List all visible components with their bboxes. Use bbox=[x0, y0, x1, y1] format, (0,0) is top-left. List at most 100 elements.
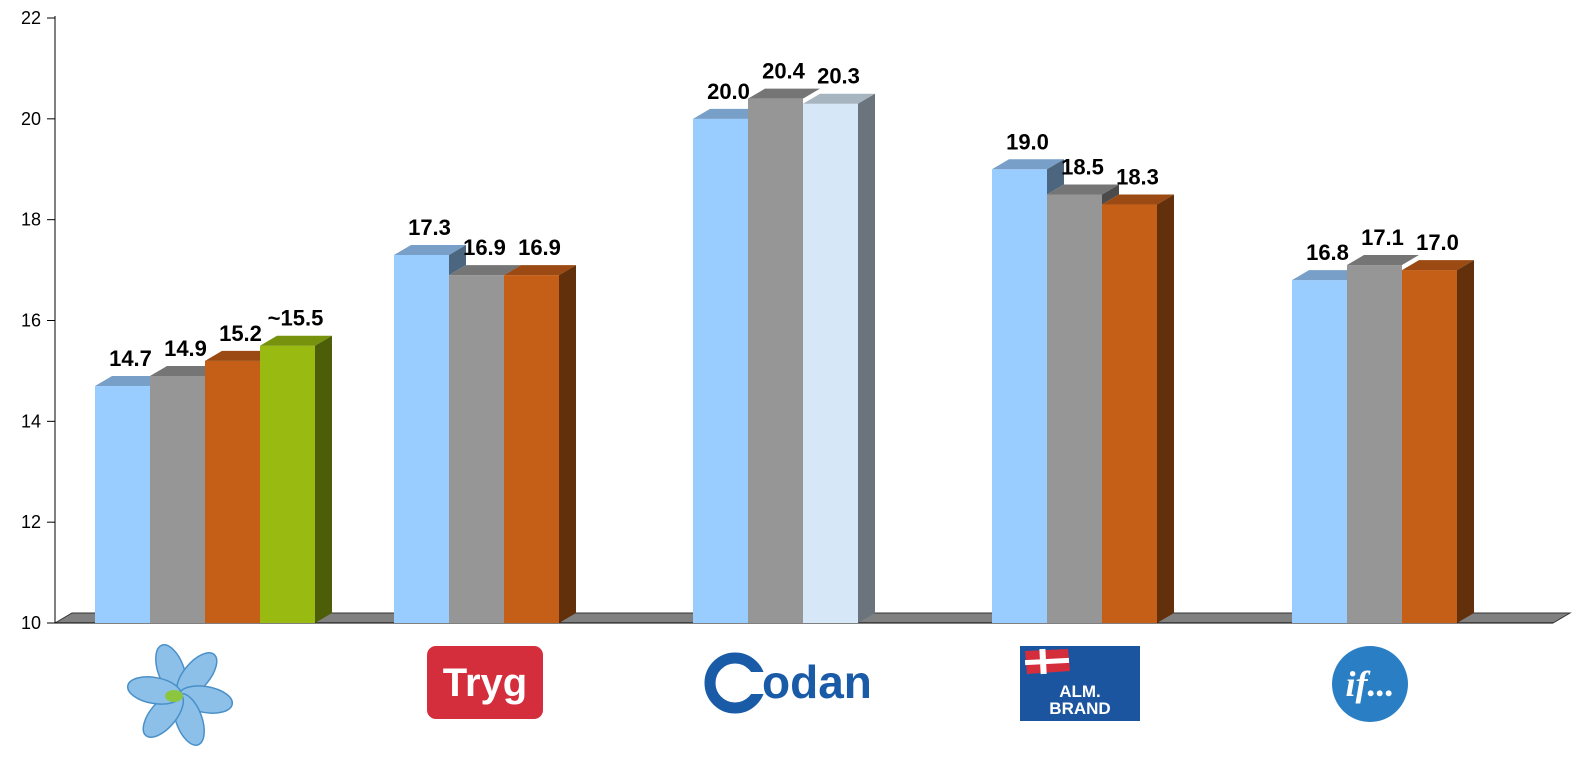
bar bbox=[1102, 194, 1174, 623]
y-tick-label: 18 bbox=[21, 210, 41, 230]
y-tick-label: 20 bbox=[21, 109, 41, 129]
bar-front bbox=[95, 386, 150, 623]
bar bbox=[394, 244, 466, 624]
bar bbox=[1402, 260, 1474, 623]
bar-top bbox=[394, 244, 466, 255]
bar-group bbox=[95, 335, 332, 623]
bar-front bbox=[748, 98, 803, 623]
tryg-logo-bg bbox=[427, 646, 543, 719]
bar-top bbox=[1347, 255, 1419, 266]
bar-top bbox=[1402, 260, 1474, 271]
flag-cross-h bbox=[1024, 657, 1070, 666]
bar bbox=[1347, 255, 1419, 623]
bar-front bbox=[150, 375, 205, 623]
bar-front bbox=[992, 169, 1047, 623]
data-label: 16.8 bbox=[1306, 240, 1349, 265]
bar bbox=[504, 265, 576, 623]
data-label: 17.0 bbox=[1416, 230, 1459, 255]
flower-logo bbox=[126, 644, 234, 746]
bar-top bbox=[449, 265, 521, 276]
data-label: ~15.5 bbox=[268, 306, 324, 331]
bar-front bbox=[1347, 265, 1402, 623]
bar bbox=[803, 93, 875, 624]
bar-top bbox=[95, 376, 167, 387]
bar-front bbox=[693, 118, 748, 623]
y-tick-label: 10 bbox=[21, 613, 41, 633]
codan-logo-text: odan bbox=[762, 656, 872, 708]
tryg-logo: Tryg bbox=[427, 646, 543, 719]
if-logo-circle bbox=[1332, 646, 1408, 722]
bar-top bbox=[693, 108, 765, 119]
if-logo-text: if... bbox=[1346, 664, 1395, 704]
bar bbox=[95, 376, 167, 623]
data-label: 14.9 bbox=[164, 336, 207, 361]
tryg-logo-text: Tryg bbox=[443, 661, 527, 705]
bar bbox=[205, 350, 277, 623]
y-tick-label: 14 bbox=[21, 411, 41, 431]
bar-side bbox=[315, 335, 332, 623]
bar-front bbox=[1047, 194, 1102, 624]
data-label: 18.5 bbox=[1061, 154, 1104, 179]
bar-side bbox=[559, 265, 576, 623]
y-tick-label: 16 bbox=[21, 311, 41, 331]
bar-front bbox=[205, 360, 260, 623]
bar-front bbox=[1402, 270, 1457, 623]
bar bbox=[992, 159, 1064, 623]
bar bbox=[1292, 270, 1364, 623]
alm-brand-text-2: BRAND bbox=[1049, 699, 1110, 718]
bar bbox=[693, 108, 765, 623]
bar-top bbox=[260, 335, 332, 346]
bar-side bbox=[1047, 159, 1064, 195]
data-label: 20.4 bbox=[762, 59, 806, 84]
bar-group bbox=[1292, 255, 1474, 623]
bar-front bbox=[260, 345, 315, 623]
y-tick-label: 22 bbox=[21, 8, 41, 28]
data-label: 17.1 bbox=[1361, 225, 1404, 250]
bar-front bbox=[504, 275, 559, 623]
bar bbox=[449, 265, 521, 623]
bar-side bbox=[449, 244, 466, 276]
bar-top bbox=[504, 265, 576, 276]
bar-front bbox=[1292, 280, 1347, 623]
data-label: 15.2 bbox=[219, 321, 262, 346]
codan-logo: odan bbox=[704, 652, 872, 714]
data-label: 16.9 bbox=[518, 235, 561, 260]
bar-top bbox=[992, 159, 1064, 170]
bar-side bbox=[1102, 184, 1119, 205]
bar-top bbox=[1102, 194, 1174, 205]
bar-group bbox=[992, 159, 1174, 624]
bar bbox=[748, 88, 820, 623]
data-label: 20.0 bbox=[707, 79, 750, 104]
alm-brand-text-1: ALM. bbox=[1059, 682, 1101, 701]
if-logo: if... bbox=[1332, 646, 1408, 722]
data-label: 18.3 bbox=[1116, 165, 1159, 190]
y-tick-label: 12 bbox=[21, 512, 41, 532]
bar-top bbox=[205, 350, 277, 361]
bar bbox=[1047, 184, 1119, 624]
bar-top bbox=[803, 93, 875, 104]
bar-front bbox=[803, 103, 858, 624]
bar-top bbox=[748, 88, 820, 99]
data-label: 14.7 bbox=[109, 346, 152, 371]
data-label: 17.3 bbox=[408, 215, 451, 240]
bar-side bbox=[858, 93, 875, 624]
flower-center bbox=[165, 690, 183, 702]
data-label: 19.0 bbox=[1006, 129, 1049, 154]
bar-top bbox=[1292, 270, 1364, 281]
bar-group bbox=[693, 88, 875, 624]
codan-c-gap bbox=[750, 672, 770, 694]
bar-top bbox=[1047, 184, 1119, 195]
bar bbox=[260, 335, 332, 623]
bar-top bbox=[150, 365, 222, 376]
bar-side bbox=[1457, 260, 1474, 623]
alm-brand-logo: ALM.BRAND bbox=[1020, 646, 1140, 721]
bar-group bbox=[394, 244, 576, 624]
bar-front bbox=[1102, 204, 1157, 623]
bar-side bbox=[1157, 194, 1174, 623]
bar bbox=[150, 365, 222, 623]
bar-front bbox=[449, 275, 504, 623]
data-label: 16.9 bbox=[463, 235, 506, 260]
bar-front bbox=[394, 254, 449, 624]
data-label: 20.3 bbox=[817, 64, 860, 89]
